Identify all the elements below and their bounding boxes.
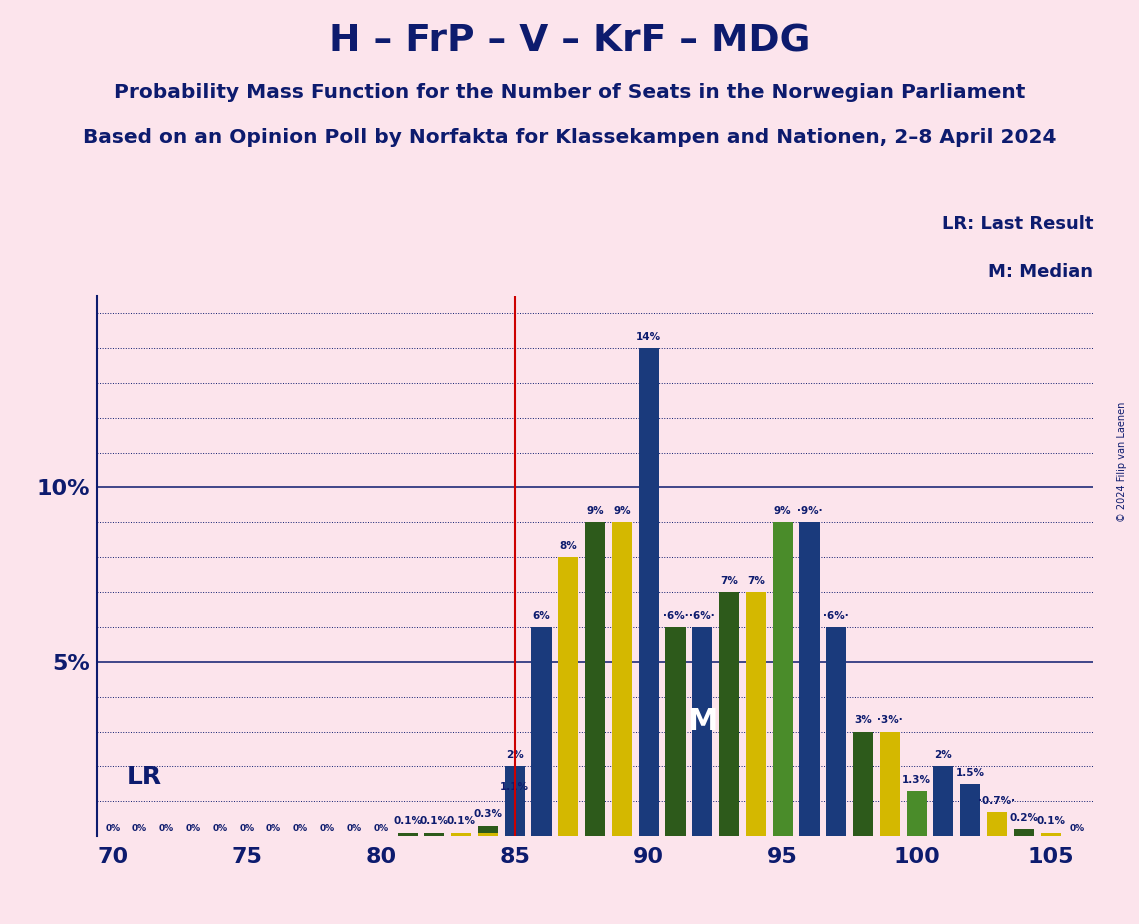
Text: LR: LR <box>126 765 162 789</box>
Text: 1.3%: 1.3% <box>902 774 931 784</box>
Text: 0%: 0% <box>267 824 281 833</box>
Text: 0%: 0% <box>320 824 335 833</box>
Text: 0.1%: 0.1% <box>420 817 449 826</box>
Bar <box>719 592 739 836</box>
Bar <box>639 348 658 836</box>
Text: 9%: 9% <box>613 506 631 517</box>
Text: 0%: 0% <box>213 824 228 833</box>
Text: 0%: 0% <box>186 824 200 833</box>
Text: 0%: 0% <box>374 824 388 833</box>
Text: 0%: 0% <box>293 824 308 833</box>
Text: 3%: 3% <box>854 715 872 725</box>
Bar <box>907 791 927 836</box>
Bar <box>1041 833 1060 836</box>
Text: 0%: 0% <box>239 824 254 833</box>
Text: ·3%·: ·3%· <box>877 715 903 725</box>
Text: 0%: 0% <box>346 824 361 833</box>
Text: 7%: 7% <box>747 576 764 586</box>
Text: 7%: 7% <box>720 576 738 586</box>
Bar <box>879 732 900 836</box>
Text: 14%: 14% <box>637 332 662 342</box>
Bar <box>693 627 712 836</box>
Text: ·6%·: ·6%· <box>689 611 715 621</box>
Text: © 2024 Filip van Laenen: © 2024 Filip van Laenen <box>1117 402 1126 522</box>
Text: 0.3%: 0.3% <box>474 809 502 820</box>
Bar <box>960 784 981 836</box>
Text: M: M <box>687 707 718 736</box>
Text: ·0.7%·: ·0.7%· <box>978 796 1016 806</box>
Text: 6%: 6% <box>533 611 550 621</box>
Text: 9%: 9% <box>587 506 604 517</box>
Bar <box>505 797 525 836</box>
Text: ·6%·: ·6%· <box>823 611 849 621</box>
Bar <box>478 826 498 836</box>
Bar <box>826 627 846 836</box>
Bar <box>665 627 686 836</box>
Bar <box>933 767 953 836</box>
Text: 0.1%: 0.1% <box>393 817 423 826</box>
Bar <box>800 522 819 836</box>
Bar <box>772 522 793 836</box>
Bar <box>532 627 551 836</box>
Text: 0%: 0% <box>1070 824 1085 833</box>
Text: Based on an Opinion Poll by Norfakta for Klassekampen and Nationen, 2–8 April 20: Based on an Opinion Poll by Norfakta for… <box>83 128 1056 147</box>
Bar <box>853 732 874 836</box>
Bar <box>425 833 444 836</box>
Text: 2%: 2% <box>934 750 952 760</box>
Text: ·9%·: ·9%· <box>796 506 822 517</box>
Text: 0%: 0% <box>132 824 147 833</box>
Text: 1.5%: 1.5% <box>956 768 985 778</box>
Bar <box>451 833 472 836</box>
Text: Probability Mass Function for the Number of Seats in the Norwegian Parliament: Probability Mass Function for the Number… <box>114 83 1025 103</box>
Bar <box>585 522 605 836</box>
Bar <box>988 812 1007 836</box>
Bar <box>558 557 579 836</box>
Text: 0.1%: 0.1% <box>446 817 476 826</box>
Text: LR: Last Result: LR: Last Result <box>942 214 1093 233</box>
Bar <box>585 522 605 836</box>
Text: 0%: 0% <box>105 824 121 833</box>
Text: M: Median: M: Median <box>989 263 1093 281</box>
Bar <box>1014 829 1034 836</box>
Bar <box>746 592 765 836</box>
Text: 1.1%: 1.1% <box>500 782 530 792</box>
Text: ·6%·: ·6%· <box>663 611 688 621</box>
Bar <box>478 833 498 836</box>
Text: H – FrP – V – KrF – MDG: H – FrP – V – KrF – MDG <box>329 23 810 59</box>
Text: 0.2%: 0.2% <box>1009 813 1039 823</box>
Bar <box>398 833 418 836</box>
Bar <box>612 522 632 836</box>
Text: 0%: 0% <box>159 824 174 833</box>
Bar <box>505 767 525 836</box>
Text: 8%: 8% <box>559 541 577 551</box>
Text: 0.1%: 0.1% <box>1036 817 1065 826</box>
Text: 9%: 9% <box>773 506 792 517</box>
Text: 2%: 2% <box>506 750 524 760</box>
